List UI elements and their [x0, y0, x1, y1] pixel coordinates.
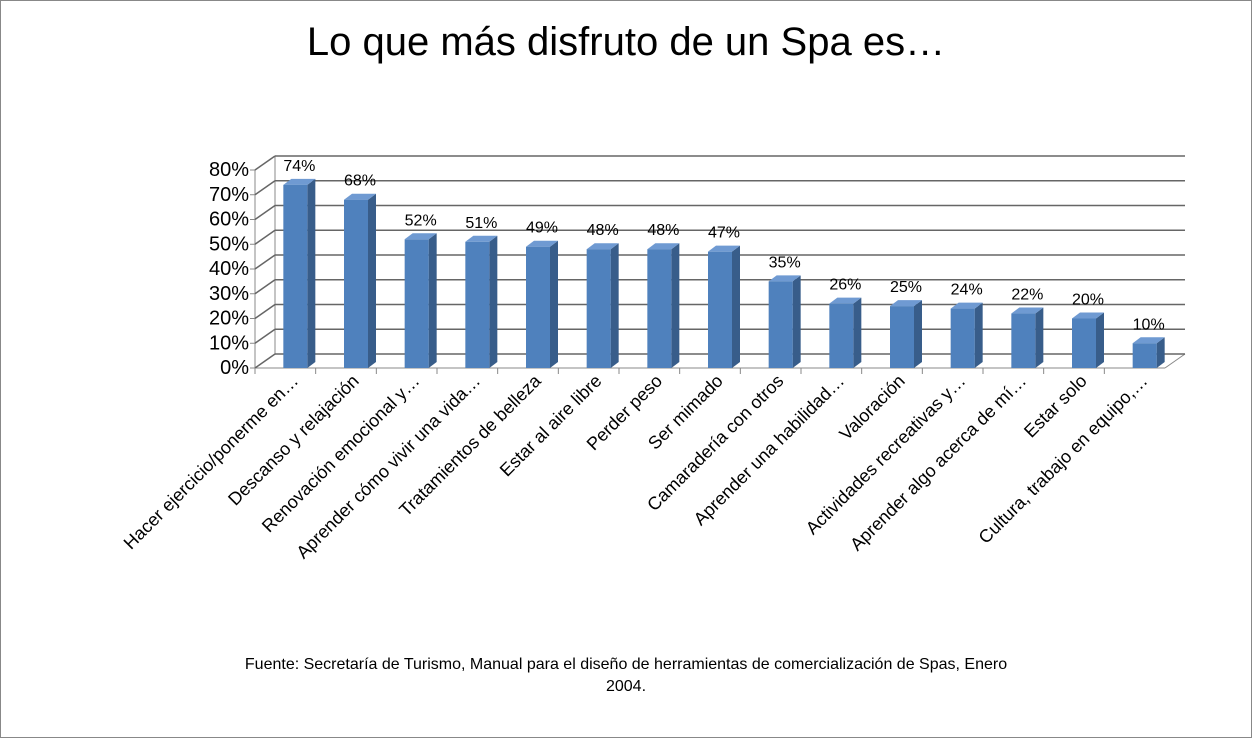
bar-top	[586, 243, 619, 250]
value-label: 10%	[1133, 316, 1165, 333]
value-label: 52%	[405, 212, 437, 229]
value-label: 47%	[708, 225, 740, 242]
value-label: 25%	[890, 279, 922, 296]
grid-line	[254, 353, 276, 369]
value-label: 51%	[465, 215, 497, 232]
y-tick-label: 10%	[209, 332, 249, 354]
bar-top	[768, 275, 801, 282]
y-tick-label: 70%	[209, 184, 249, 206]
bar-top	[708, 245, 740, 252]
bar	[1132, 343, 1157, 368]
bar-top	[647, 243, 680, 250]
bar	[829, 303, 854, 368]
bar-top	[344, 193, 376, 200]
bar-top	[890, 300, 922, 307]
value-label: 68%	[344, 173, 376, 190]
grid-line	[254, 229, 276, 245]
grid-line	[254, 155, 276, 171]
y-tick-label: 20%	[209, 308, 249, 330]
value-label: 20%	[1072, 292, 1104, 309]
bar-side	[368, 193, 376, 368]
chart-title: Lo que más disfruto de un Spa es…	[307, 20, 945, 64]
y-tick-label: 60%	[209, 209, 249, 231]
grid-line	[254, 328, 276, 344]
grid-line	[254, 204, 276, 221]
value-label: 22%	[1011, 287, 1043, 304]
bar-top	[1132, 337, 1165, 344]
bar-side	[914, 300, 922, 368]
grid-line	[254, 303, 276, 320]
y-tick-label: 30%	[209, 283, 249, 305]
bar-side	[974, 302, 983, 368]
value-label: 24%	[951, 282, 983, 299]
bar	[890, 306, 914, 368]
bar-top	[950, 302, 983, 309]
bar-side	[1096, 312, 1104, 368]
grid-line	[254, 254, 276, 270]
bar-top	[1011, 307, 1044, 314]
y-tick-label: 40%	[209, 258, 249, 280]
bar-side	[1035, 307, 1044, 368]
bar-side	[550, 240, 558, 368]
bar-top	[283, 178, 316, 185]
bar-side	[307, 178, 316, 368]
bar	[404, 239, 429, 368]
bar	[344, 199, 368, 368]
value-label: 26%	[829, 277, 861, 294]
source-note: Fuente: Secretaría de Turismo, Manual pa…	[244, 656, 1008, 695]
value-label: 74%	[283, 158, 315, 175]
bar	[647, 249, 672, 368]
bar	[465, 241, 490, 368]
bar	[526, 246, 550, 368]
bar-side	[1156, 337, 1165, 368]
bar	[1072, 318, 1096, 368]
value-label: 48%	[587, 222, 619, 239]
bar-side	[489, 235, 498, 368]
grid-line	[254, 180, 276, 196]
bar-side	[853, 297, 862, 368]
bar-side	[732, 245, 740, 368]
bar-top	[526, 240, 558, 247]
y-tick-label: 80%	[209, 159, 249, 181]
bar	[708, 251, 732, 368]
bar	[768, 281, 793, 368]
value-label: 49%	[526, 220, 558, 237]
grid-line	[254, 279, 276, 295]
bar-side	[428, 233, 437, 368]
bar-top	[1072, 312, 1104, 319]
bar	[283, 184, 308, 368]
floor-edge	[1164, 353, 1186, 369]
bar-side	[610, 243, 619, 368]
y-tick-label: 0%	[220, 357, 249, 379]
bar	[950, 308, 975, 368]
bar-top	[465, 235, 498, 242]
bar-top	[404, 233, 437, 240]
bar	[586, 249, 611, 368]
value-label: 35%	[769, 254, 801, 271]
bar-top	[829, 297, 862, 304]
value-label: 48%	[647, 222, 679, 239]
bar-side	[792, 275, 801, 368]
bar	[1011, 313, 1036, 368]
bar-side	[671, 243, 680, 368]
y-tick-label: 50%	[209, 233, 249, 255]
